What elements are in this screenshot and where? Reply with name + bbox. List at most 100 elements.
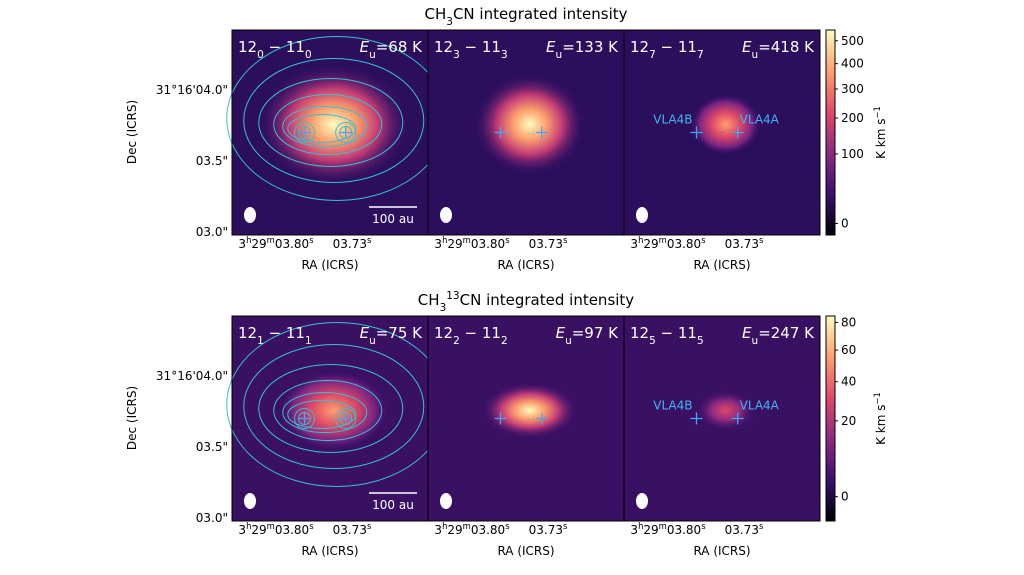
ra-tick-label-part: m <box>659 235 667 245</box>
ra-tick-label-part: 3 <box>630 523 638 537</box>
ra-tick-label: 03.73s <box>725 235 764 251</box>
transition-label-part: − 11 <box>264 38 305 56</box>
source-marker <box>298 412 311 425</box>
figure-title-part: 3 <box>440 302 447 314</box>
ra-tick-label-part: s <box>505 521 509 531</box>
ra-tick-label-part: s <box>563 521 567 531</box>
ra-tick-label-part: 03.73 <box>333 237 367 251</box>
map-panel <box>226 29 448 236</box>
source-marker <box>690 126 703 139</box>
energy-label-part: u <box>752 335 759 347</box>
colorbar-tick-label: 400 <box>841 57 864 71</box>
energy-label-part: u <box>369 49 376 61</box>
ra-tick-label: 3h29m03.80s <box>630 235 705 251</box>
transition-label-part: − 11 <box>656 38 697 56</box>
beam <box>636 207 648 223</box>
ra-tick-label: 3h29m03.80s <box>630 521 705 537</box>
contour <box>258 78 404 167</box>
transition-label: 125 − 115 <box>630 324 704 347</box>
energy-label: Eu=68 K <box>360 38 424 61</box>
ra-tick-label: 3h29m03.80s <box>434 521 509 537</box>
ra-tick-label-part: m <box>659 521 667 531</box>
source-marker <box>731 412 744 425</box>
ra-tick-label-part: 3 <box>630 237 638 251</box>
energy-label-part: E <box>742 38 752 56</box>
ra-tick-label-part: 03.80 <box>667 237 701 251</box>
emission <box>278 370 389 451</box>
transition-label-part: − 11 <box>460 324 501 342</box>
ra-tick-label-part: 03.80 <box>275 523 309 537</box>
figure-title: CH313CN integrated intensity <box>418 290 635 314</box>
contour <box>335 122 357 143</box>
dec-tick-label: 31°16'04.0" <box>156 369 228 383</box>
ra-tick-label-part: s <box>759 521 763 531</box>
source-marker <box>731 126 744 139</box>
figure-title-part: 3 <box>446 16 453 28</box>
ra-tick-label-part: 03.80 <box>667 523 701 537</box>
ra-axis-label: RA (ICRS) <box>497 544 554 558</box>
transition-label-part: 12 <box>434 38 453 56</box>
energy-label-part: =97 K <box>572 324 619 342</box>
ra-tick-label: 3h29m03.80s <box>238 521 313 537</box>
energy-label-part: E <box>546 38 556 56</box>
ra-tick-label-part: s <box>309 235 313 245</box>
transition-label-part: 1 <box>257 335 264 347</box>
colorbar-label-part: −1 <box>872 106 882 118</box>
energy-label-part: E <box>360 324 370 342</box>
ra-axis-label: RA (ICRS) <box>693 258 750 272</box>
map-panel <box>427 315 625 522</box>
colorbar-label-part: K km s <box>874 404 888 444</box>
ra-tick-label-part: 29 <box>251 523 266 537</box>
contour <box>335 408 357 429</box>
colorbar-tick-label: 60 <box>841 343 856 357</box>
energy-label-part: u <box>565 335 572 347</box>
transition-label-part: 2 <box>501 335 508 347</box>
ra-tick-label: 03.73s <box>333 235 372 251</box>
emission <box>474 74 585 175</box>
energy-label-part: =75 K <box>376 324 423 342</box>
transition-label: 120 − 110 <box>238 38 312 61</box>
ra-tick-label-part: m <box>267 521 275 531</box>
ra-tick-label-part: s <box>309 521 313 531</box>
ra-tick-label-part: h <box>442 235 447 245</box>
energy-label-part: u <box>369 335 376 347</box>
ra-tick-label-part: 03.73 <box>529 237 563 251</box>
ra-tick-label: 03.73s <box>529 521 568 537</box>
colorbar-tick-label: 300 <box>841 82 864 96</box>
ra-tick-label-part: 3 <box>238 237 246 251</box>
ra-tick-label: 3h29m03.80s <box>238 235 313 251</box>
dec-tick-label: 03.0" <box>196 225 228 239</box>
ra-tick-label-part: h <box>442 521 447 531</box>
dec-tick-label: 03.5" <box>196 440 228 454</box>
source-marker <box>339 126 352 139</box>
beam <box>636 493 648 509</box>
transition-label-part: − 11 <box>460 38 501 56</box>
ra-tick-label-part: h <box>246 521 251 531</box>
source-marker <box>339 412 352 425</box>
colorbar-label-part: K km s <box>874 118 888 158</box>
ra-tick-label-part: 3 <box>434 237 442 251</box>
ra-tick-label-part: 03.73 <box>529 523 563 537</box>
transition-label-part: − 11 <box>264 324 305 342</box>
ra-axis-label: RA (ICRS) <box>301 258 358 272</box>
energy-label-part: =133 K <box>562 38 619 56</box>
source-label: VLA4B <box>653 399 692 413</box>
ra-axis-label: RA (ICRS) <box>301 544 358 558</box>
contour <box>282 106 368 147</box>
source-label: VLA4B <box>653 113 692 127</box>
beam <box>440 493 452 509</box>
transition-label-part: 12 <box>434 324 453 342</box>
source-marker <box>535 412 548 425</box>
transition-label-part: 0 <box>305 49 312 61</box>
figure-title: CH3CN integrated intensity <box>424 5 627 28</box>
ra-tick-label-part: 03.80 <box>471 523 505 537</box>
energy-label: Eu=418 K <box>742 38 815 61</box>
dec-tick-label: 03.0" <box>196 511 228 525</box>
transition-label-part: 5 <box>697 335 704 347</box>
transition-label-part: 3 <box>453 49 460 61</box>
ra-tick-label-part: s <box>701 521 705 531</box>
panel-frame <box>623 29 821 236</box>
colorbar-tick-label: 0 <box>841 216 849 230</box>
source-marker <box>298 126 311 139</box>
source-marker <box>535 126 548 139</box>
